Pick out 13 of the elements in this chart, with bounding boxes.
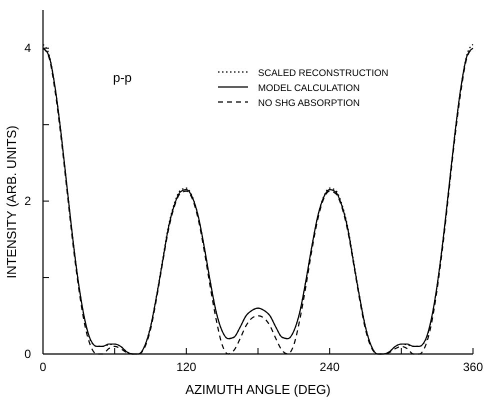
y-tick-label: 0	[24, 347, 32, 361]
y-axis-title: INTENSITY (ARB. UNITS)	[4, 126, 19, 278]
legend-label: SCALED RECONSTRUCTION	[258, 68, 389, 79]
legend-label: MODEL CALCULATION	[258, 83, 360, 94]
x-axis-title: AZIMUTH ANGLE (DEG)	[185, 382, 331, 397]
x-tick-label: 240	[320, 360, 340, 374]
x-tick-label: 120	[176, 360, 197, 374]
y-tick-label: 4	[24, 41, 32, 56]
y-tick-label: 2	[24, 194, 32, 208]
legend-label: NO SHG ABSORPTION	[258, 98, 360, 109]
annotation: p-p	[113, 70, 132, 85]
x-tick-label: 0	[40, 360, 47, 374]
x-tick-label: 360	[462, 360, 484, 374]
